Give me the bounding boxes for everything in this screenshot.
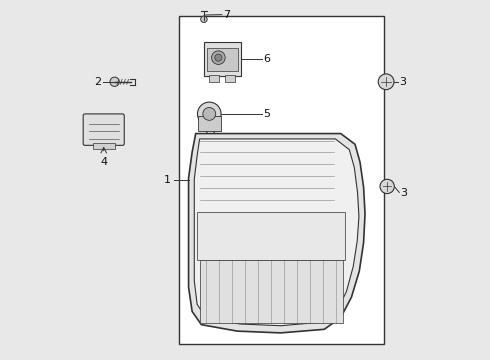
- Circle shape: [203, 108, 216, 120]
- Text: 1: 1: [164, 175, 171, 185]
- Circle shape: [201, 16, 207, 22]
- Bar: [204, 42, 242, 76]
- Bar: [198, 116, 220, 131]
- Bar: [224, 75, 235, 82]
- Bar: [197, 212, 345, 260]
- Text: 7: 7: [223, 10, 231, 19]
- Circle shape: [197, 102, 221, 126]
- Text: 5: 5: [264, 109, 270, 119]
- Text: 3: 3: [399, 77, 406, 87]
- Text: 3: 3: [400, 188, 407, 198]
- Bar: [207, 48, 238, 71]
- Polygon shape: [194, 139, 359, 326]
- Circle shape: [212, 51, 225, 64]
- Circle shape: [215, 54, 222, 61]
- Polygon shape: [189, 134, 365, 333]
- Bar: [179, 16, 384, 344]
- FancyBboxPatch shape: [83, 114, 124, 145]
- Text: 2: 2: [94, 77, 101, 87]
- Bar: [200, 260, 343, 323]
- Text: 6: 6: [264, 54, 270, 64]
- Text: 4: 4: [100, 157, 107, 167]
- Circle shape: [378, 74, 394, 90]
- Bar: [209, 75, 219, 82]
- Bar: [203, 144, 227, 152]
- Circle shape: [380, 179, 394, 194]
- Bar: [93, 143, 115, 149]
- Circle shape: [110, 77, 119, 86]
